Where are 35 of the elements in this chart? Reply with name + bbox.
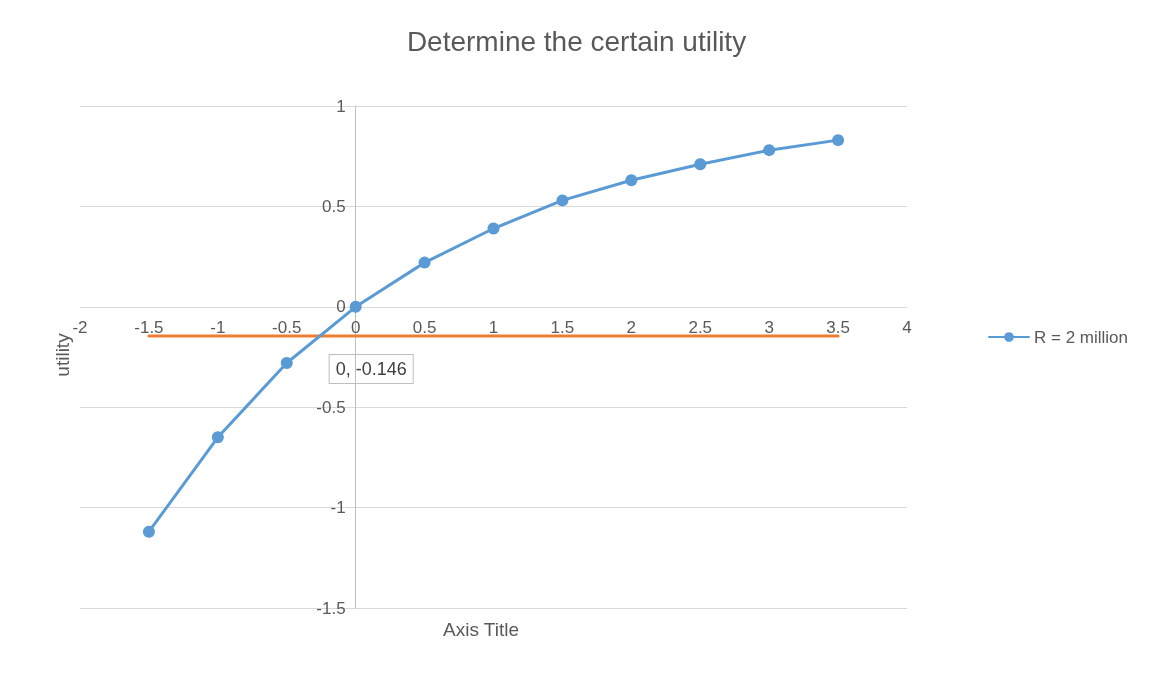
legend-label: R = 2 million [1033,327,1129,347]
x-tick-label: 4 [902,317,912,337]
x-tick-label: 1 [488,317,499,337]
x-tick-label: -1.5 [134,317,164,337]
x-tick-label: 0.5 [412,317,437,337]
y-tick-label: 0 [336,297,346,317]
y-tick-label: 1 [336,96,346,116]
point [694,158,707,171]
point [832,134,845,147]
point [625,174,638,187]
point [763,144,776,157]
x-tick-label: 2.5 [688,317,713,337]
y-tick-label: -0.5 [316,397,346,417]
y-axis-title: utility [51,332,73,377]
x-tick-label: 1.5 [550,317,575,337]
x-tick-label: 3 [764,317,774,337]
point [418,256,431,269]
y-tick-label: -1 [330,498,346,518]
x-tick-label: 2 [626,317,637,337]
point [487,222,500,235]
x-tick-label: -1 [210,317,226,337]
x-axis-title: Axis Title [443,619,520,640]
x-tick-label: 3.5 [826,317,850,337]
y-tick-label: 0.5 [322,196,346,216]
annotation: 0, -0.146 [335,359,407,380]
y-tick-label: -1.5 [316,598,346,618]
point [211,431,224,444]
x-tick-label: 0 [350,317,361,337]
chart-title: Determine the certain utility [406,25,747,57]
x-tick-label: -2 [72,317,88,337]
point [280,357,293,370]
point [556,194,569,207]
x-tick-label: -0.5 [272,317,302,337]
point [142,525,155,538]
point [349,300,362,313]
